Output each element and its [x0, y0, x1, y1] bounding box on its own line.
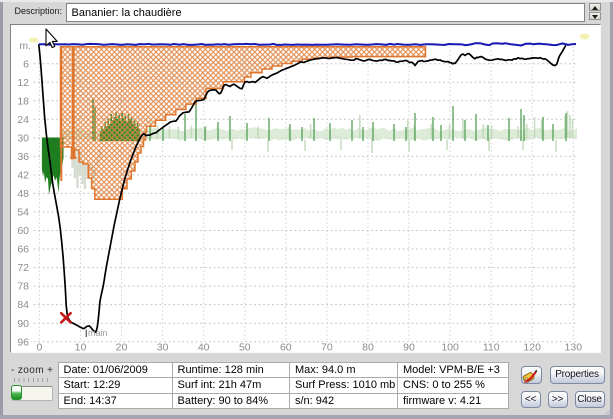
svg-text:70: 70: [321, 342, 333, 352]
svg-text:54: 54: [17, 207, 29, 219]
svg-text:90: 90: [403, 342, 415, 352]
svg-text:6: 6: [23, 58, 29, 70]
svg-text:100: 100: [441, 342, 459, 352]
svg-text:80: 80: [362, 342, 374, 352]
svg-text:30: 30: [157, 342, 169, 352]
svg-text:110: 110: [483, 342, 500, 352]
svg-text:main: main: [88, 328, 108, 338]
svg-text:96: 96: [17, 336, 29, 348]
svg-text:78: 78: [17, 281, 29, 293]
svg-text:40: 40: [198, 342, 210, 352]
svg-text:36: 36: [17, 151, 29, 163]
svg-text:48: 48: [17, 188, 29, 200]
svg-text:60: 60: [17, 225, 29, 237]
svg-text:m.: m.: [19, 40, 31, 52]
svg-text:50: 50: [239, 342, 251, 352]
svg-text:24: 24: [17, 114, 29, 126]
svg-text:12: 12: [17, 77, 29, 89]
svg-text:66: 66: [17, 244, 29, 256]
svg-text:30: 30: [17, 133, 29, 145]
svg-text:90: 90: [17, 318, 29, 330]
svg-text:20: 20: [116, 342, 128, 352]
svg-text:72: 72: [17, 262, 29, 274]
svg-text:130: 130: [565, 342, 583, 352]
svg-text:120: 120: [523, 342, 541, 352]
svg-text:18: 18: [17, 95, 29, 107]
svg-text:10: 10: [75, 342, 87, 352]
svg-text:0: 0: [36, 342, 42, 352]
svg-text:60: 60: [280, 342, 292, 352]
svg-text:42: 42: [17, 170, 29, 182]
svg-text:84: 84: [17, 299, 29, 311]
